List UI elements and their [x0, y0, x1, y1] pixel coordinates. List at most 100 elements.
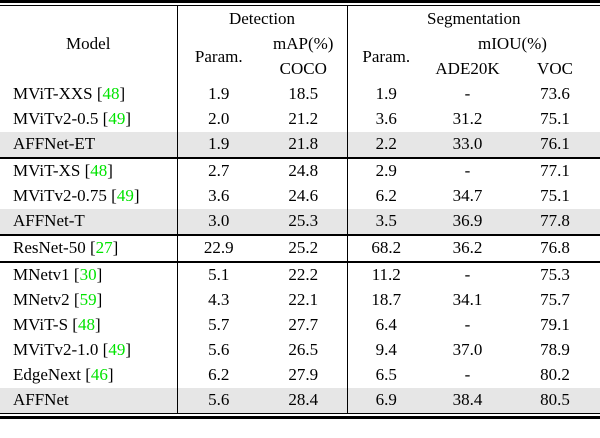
citation-link[interactable]: 46	[90, 365, 108, 385]
value-cell: 28.4	[260, 388, 348, 413]
value-cell: 6.4	[375, 315, 397, 335]
value-cell: 68.2	[347, 234, 425, 262]
value-cell: 73.6	[540, 84, 570, 104]
header-det-map: mAP(%)	[260, 32, 348, 57]
value-cell: 22.2	[260, 261, 348, 288]
table-body: MViT-XXS [48] 1.9 18.5 1.9 - 73.6 MViTv2-0.5 […	[0, 82, 600, 413]
table-row: MNetv2 [59] 4.3 22.1 18.7 34.1 75.7	[0, 288, 600, 313]
value-cell: 75.3	[510, 261, 600, 288]
value-cell: 77.1	[510, 157, 600, 184]
table-row: MViT-XS [48] 2.7 24.8 2.9-77.1	[0, 157, 600, 184]
value-cell: 1.9	[208, 84, 230, 104]
value-cell: -	[464, 315, 471, 335]
value-cell: 24.8	[260, 157, 348, 184]
header-seg-param: Param.	[362, 46, 411, 66]
value-cell: 6.2	[375, 186, 397, 206]
model-cell: MNetv2 [59]	[0, 288, 178, 313]
bottom-rule-thin	[0, 413, 600, 414]
table-row: AFFNet-T 3.0 25.3 3.5 36.9 77.8	[0, 209, 600, 235]
value-cell: 75.1	[540, 186, 570, 206]
value-cell: 6.2	[208, 365, 230, 385]
model-cell: MViTv2-0.75 [49]	[0, 184, 178, 209]
model-cell: AFFNet-ET	[0, 132, 178, 158]
citation-link[interactable]: 49	[108, 340, 126, 360]
model-cell: MViTv2-0.5 [49]	[0, 107, 178, 132]
header-seg-miou: mIOU(%)	[478, 34, 547, 54]
top-rule-thick	[0, 0, 600, 3]
header-seg-voc: VOC	[537, 59, 573, 79]
value-cell: 25.2	[260, 234, 348, 262]
citation-link[interactable]: 30	[79, 265, 97, 285]
value-cell: 3.6	[208, 186, 230, 206]
value-cell: 2.0	[208, 109, 230, 129]
value-cell: 78.9	[540, 340, 570, 360]
value-cell: 3.6	[375, 109, 397, 129]
header-row-1: Model Detection Segmentation	[0, 6, 600, 82]
value-cell: 76.1	[510, 132, 600, 158]
value-cell: 79.1	[540, 315, 570, 335]
value-cell: 21.2	[260, 107, 348, 132]
value-cell: 76.8	[510, 234, 600, 262]
citation-link[interactable]: 49	[116, 186, 134, 206]
value-cell: 80.2	[540, 365, 570, 385]
header-row-2: Param. mAP(%) Param. mIOU(%)	[0, 32, 600, 66]
value-cell: 3.0	[177, 209, 260, 235]
value-cell: 6.5	[375, 365, 397, 385]
value-cell: 5.1	[177, 261, 260, 288]
value-cell: 2.2	[347, 132, 425, 158]
value-cell: 31.2	[452, 109, 483, 129]
value-cell: 22.1	[260, 288, 348, 313]
value-cell: 9.4	[375, 340, 397, 360]
table-row: EdgeNext [46] 6.2 27.9 6.5 - 80.2	[0, 363, 600, 388]
header-segmentation: Segmentation	[427, 8, 521, 28]
model-cell: MNetv1 [30]	[0, 261, 178, 288]
value-cell: 2.7	[177, 157, 260, 184]
value-cell: 21.8	[260, 132, 348, 158]
value-cell: -	[425, 261, 510, 288]
value-cell: 18.7	[371, 290, 402, 310]
value-cell: 3.5	[347, 209, 425, 235]
table-row: AFFNet 5.6 28.4 6.9 38.4 80.5	[0, 388, 600, 413]
table-row: MViT-XXS [48] 1.9 18.5 1.9 - 73.6	[0, 82, 600, 107]
model-cell: MViTv2-1.0 [49]	[0, 338, 178, 363]
citation-link[interactable]: 27	[95, 238, 113, 258]
value-cell: 5.6	[208, 340, 230, 360]
top-rule-thin	[0, 5, 600, 6]
value-cell: -	[425, 157, 510, 184]
model-cell: MViT-S [48]	[0, 313, 178, 338]
value-cell: 75.7	[540, 290, 570, 310]
header-model: Model	[0, 6, 178, 82]
bottom-rule-thick	[0, 416, 600, 419]
value-cell: 80.5	[510, 388, 600, 413]
value-cell: 34.1	[452, 290, 483, 310]
model-cell: EdgeNext [46]	[0, 363, 178, 388]
value-cell: 1.9	[375, 84, 397, 104]
citation-link[interactable]: 49	[108, 109, 126, 129]
table-header: Model Detection Segmentation Param. mAP(…	[0, 6, 600, 82]
table-row: MViTv2-0.75 [49] 3.6 24.6 6.2 34.7 75.1	[0, 184, 600, 209]
value-cell: 38.4	[425, 388, 510, 413]
model-cell: MViT-XXS [48]	[0, 82, 178, 107]
value-cell: 25.3	[260, 209, 348, 235]
value-cell: 27.7	[260, 313, 348, 338]
table-row: MNetv1 [30] 5.1 22.2 11.2-75.3	[0, 261, 600, 288]
value-cell: 36.9	[425, 209, 510, 235]
value-cell: 5.7	[208, 315, 230, 335]
value-cell: 26.5	[260, 338, 348, 363]
table-row: AFFNet-ET 1.9 21.8 2.2 33.0 76.1	[0, 132, 600, 158]
value-cell: 18.5	[260, 82, 348, 107]
header-detection: Detection	[177, 6, 348, 32]
value-cell: 4.3	[208, 290, 230, 310]
value-cell: 77.8	[510, 209, 600, 235]
citation-link[interactable]: 59	[79, 290, 97, 310]
header-seg-ade20k: ADE20K	[435, 59, 500, 79]
citation-link[interactable]: 48	[77, 315, 95, 335]
value-cell: 33.0	[425, 132, 510, 158]
value-cell: -	[464, 84, 471, 104]
value-cell: 75.1	[540, 109, 570, 129]
citation-link[interactable]: 48	[102, 84, 120, 104]
citation-link[interactable]: 48	[90, 161, 108, 181]
model-cell: AFFNet-T	[0, 209, 178, 235]
model-cell: ResNet-50 [27]	[0, 234, 178, 262]
